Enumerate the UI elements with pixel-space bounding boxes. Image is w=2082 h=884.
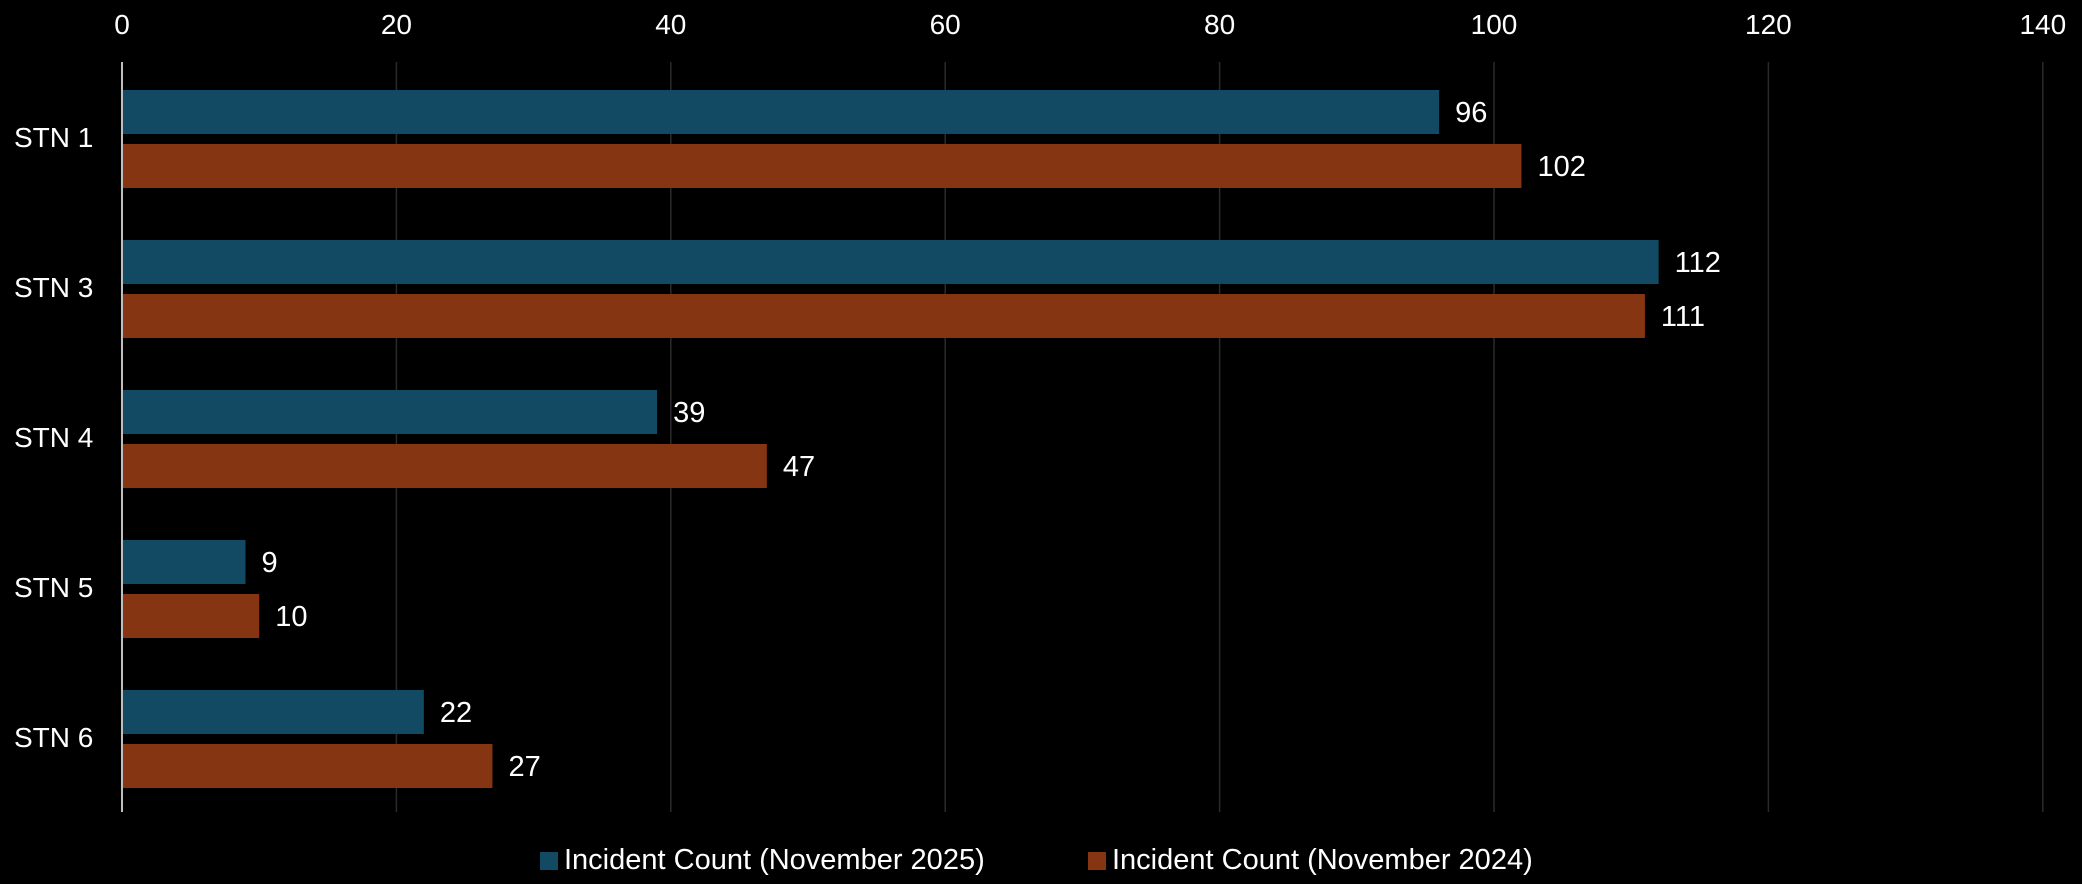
x-tick-label: 140 [2019, 9, 2066, 40]
bar [123, 294, 1645, 338]
category-label: STN 1 [14, 122, 93, 153]
x-axis-ticks: 0 20 40 60 80 100 120 140 [114, 9, 2066, 40]
legend: Incident Count (November 2025) Incident C… [540, 844, 1533, 876]
x-tick-label: 20 [381, 9, 412, 40]
bar [123, 540, 246, 584]
legend-entry: Incident Count (November 2025) [564, 844, 985, 876]
bar [123, 744, 493, 788]
bar [123, 390, 658, 434]
category-label: STN 4 [14, 422, 93, 453]
data-label: 39 [673, 397, 705, 429]
data-label: 102 [1537, 151, 1585, 183]
legend-swatch [540, 852, 558, 870]
data-label: 47 [783, 451, 815, 483]
x-tick-label: 40 [655, 9, 686, 40]
bar [123, 90, 1440, 134]
data-label: 96 [1455, 97, 1487, 129]
legend-swatch [1088, 852, 1106, 870]
bar [123, 144, 1522, 188]
x-tick-label: 80 [1204, 9, 1235, 40]
category-label: STN 6 [14, 722, 93, 753]
category-label: STN 5 [14, 572, 93, 603]
bars [123, 90, 1659, 788]
legend-entry: Incident Count (November 2024) [1112, 844, 1533, 876]
data-label: 9 [261, 547, 277, 579]
data-label: 27 [508, 751, 540, 783]
data-label: 111 [1661, 301, 1705, 333]
bar [123, 240, 1659, 284]
bar [123, 690, 424, 734]
y-axis-categories: STN 1 STN 3 STN 4 STN 5 STN 6 [14, 122, 93, 753]
data-label: 10 [275, 601, 307, 633]
data-label: 22 [440, 697, 472, 729]
data-label: 112 [1675, 247, 1721, 279]
bar [123, 594, 260, 638]
category-label: STN 3 [14, 272, 93, 303]
x-tick-label: 120 [1745, 9, 1792, 40]
bar [123, 444, 767, 488]
x-tick-label: 60 [930, 9, 961, 40]
x-tick-label: 100 [1471, 9, 1518, 40]
data-labels: 96 102 112 111 39 47 9 10 22 27 [261, 97, 1720, 783]
x-tick-label: 0 [114, 9, 130, 40]
